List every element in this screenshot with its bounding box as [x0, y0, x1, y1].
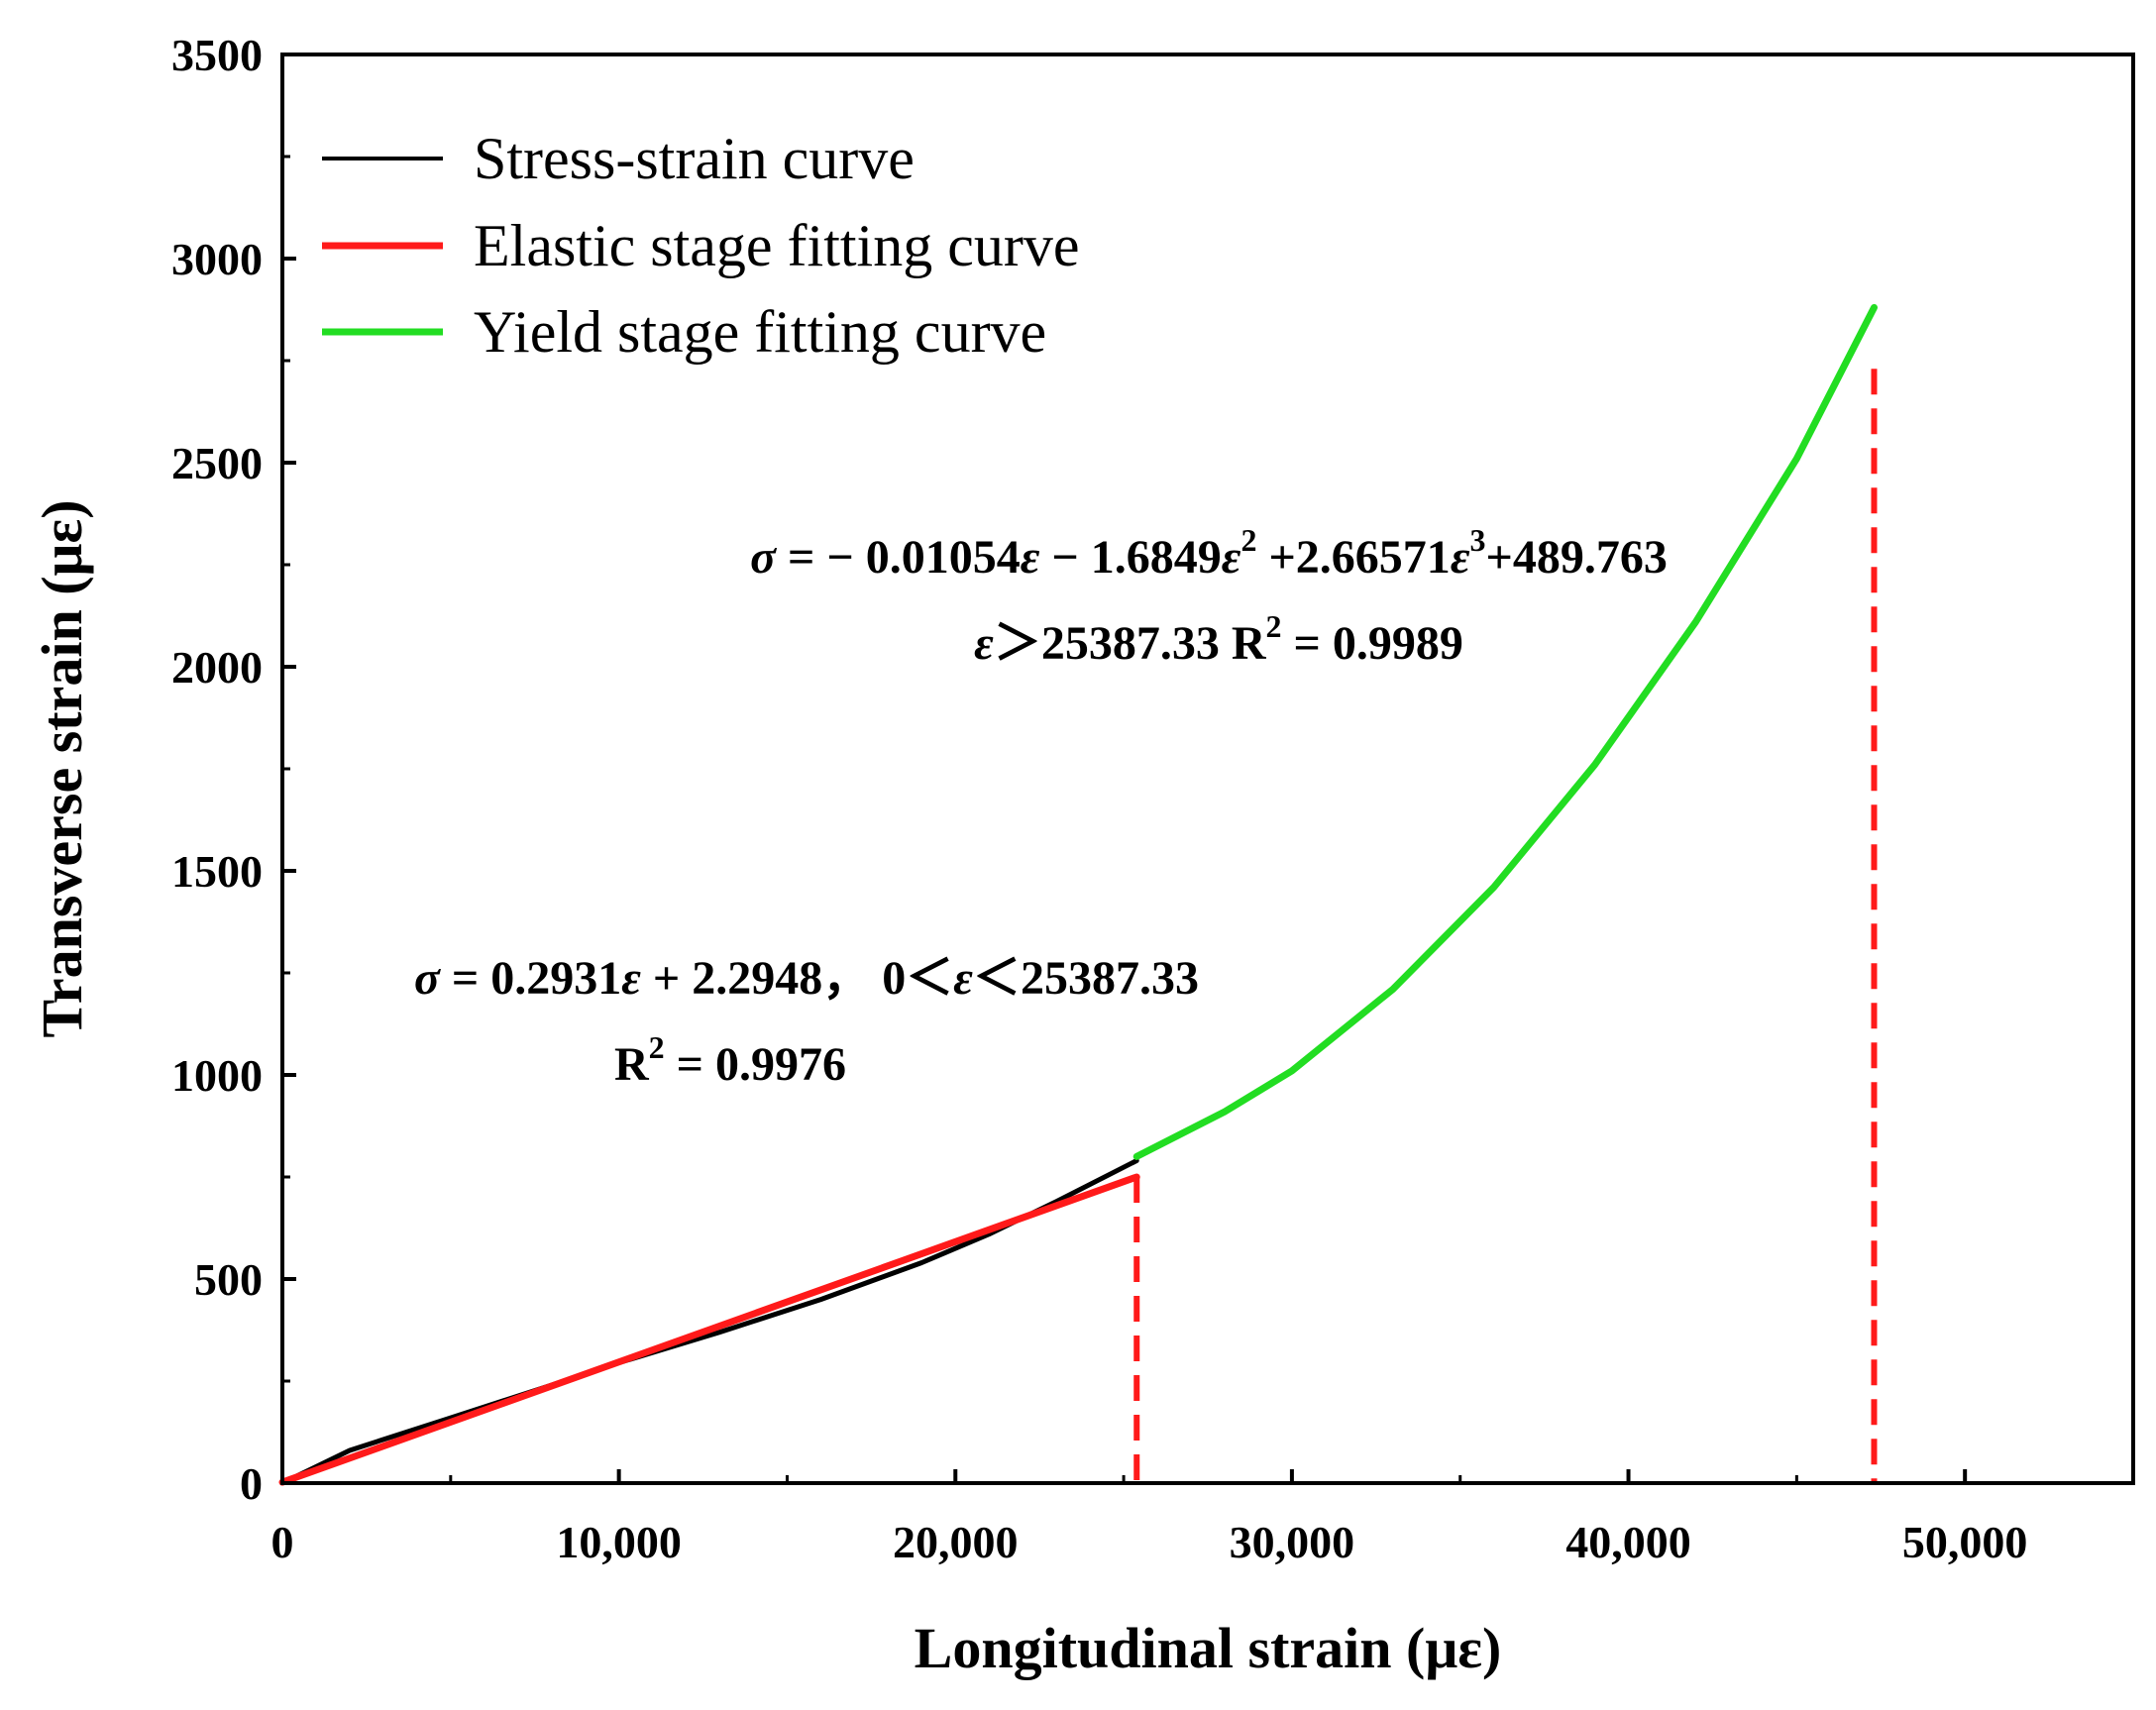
y-axis-ticks: 0 500 1000 1500 2000 2500 3000 3500 [171, 30, 296, 1509]
x-tick-label: 50,000 [1902, 1517, 2028, 1567]
y-tick-label: 0 [240, 1458, 263, 1509]
x-axis-ticks: 0 10,000 20,000 30,000 40,000 50,000 [271, 1469, 2028, 1567]
x-axis-title: Longitudinal strain (με) [915, 1616, 1502, 1680]
yield-condition: ε＞25387.33 R2 = 0.9989 [974, 608, 1463, 670]
legend-label-2: Elastic stage fitting curve [474, 213, 1079, 278]
y-tick-label: 2000 [171, 642, 263, 693]
plot-lines [278, 303, 1878, 1486]
y-tick-label: 3000 [171, 234, 263, 284]
elastic-equation: σ = 0.2931ε + 2.2948， 0＜ε＜25387.33 [414, 952, 1199, 1005]
yield-equation: σ = − 0.01054ε − 1.6849ε2 +2.66571ε3+489… [750, 522, 1668, 584]
y-tick-label: 1000 [171, 1050, 263, 1101]
x-tick-label: 30,000 [1230, 1517, 1355, 1567]
elastic-r-squared: R2 = 0.9976 [614, 1029, 846, 1091]
legend-label-1: Stress-strain curve [474, 126, 915, 191]
legend-label-3: Yield stage fitting curve [474, 299, 1046, 365]
y-tick-label: 3500 [171, 30, 263, 80]
series-line-3 [1132, 303, 1878, 1160]
series-line-2 [278, 1173, 1140, 1486]
x-tick-label: 20,000 [893, 1517, 1019, 1567]
y-axis-title: Transverse strain (με) [30, 499, 94, 1037]
x-tick-label: 0 [271, 1517, 294, 1567]
x-tick-label: 40,000 [1565, 1517, 1691, 1567]
x-tick-label: 10,000 [556, 1517, 682, 1567]
y-tick-label: 500 [194, 1254, 263, 1305]
y-tick-label: 1500 [171, 846, 263, 897]
y-tick-label: 2500 [171, 438, 263, 488]
reference-lines [1133, 369, 1878, 1483]
legend: Stress-strain curve Elastic stage fitting… [322, 126, 1079, 365]
